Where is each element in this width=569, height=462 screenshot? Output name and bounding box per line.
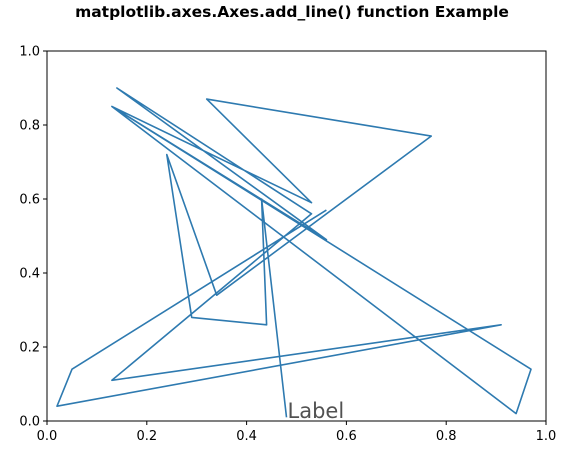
y-tick-label: 0.8 [19,119,40,134]
x-tick-label: 1.0 [536,429,557,444]
plot-area-frame [46,50,547,422]
series-layer [56,87,532,418]
chart-title: matplotlib.axes.Axes.add_line() function… [75,3,509,21]
x-tick-label: 0.4 [236,429,257,444]
y-axis: 0.0 0.2 0.4 0.6 0.8 1.0 [19,45,47,430]
y-tick-label: 0.6 [19,193,40,208]
x-axis: 0.0 0.2 0.4 0.6 0.8 1.0 [37,421,557,444]
x-tick-label: 0.8 [436,429,457,444]
x-tick-label: 0.0 [37,429,58,444]
series-line [56,87,532,418]
y-tick-label: 0.4 [19,267,40,282]
y-tick-label: 1.0 [19,45,40,60]
x-tick-label: 0.2 [136,429,157,444]
y-tick-label: 0.0 [19,415,40,430]
x-tick-label: 0.6 [336,429,357,444]
label-annotation: Label [288,399,345,423]
y-tick-label: 0.2 [19,341,40,356]
